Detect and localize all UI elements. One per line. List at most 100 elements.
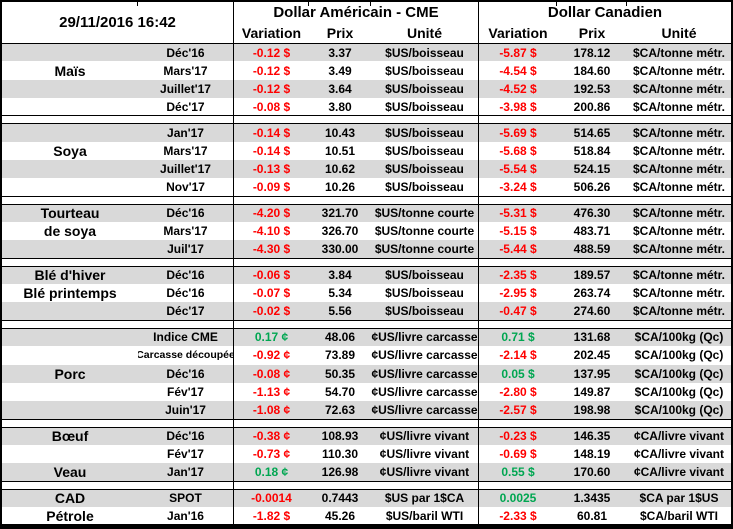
ca-variation: -5.87 $ xyxy=(479,43,557,62)
us-variation: -0.38 ¢ xyxy=(234,426,309,445)
us-price: 5.34 xyxy=(328,286,352,301)
group-separator xyxy=(479,321,731,328)
commodity-label xyxy=(2,240,138,259)
commodity-label: de soya xyxy=(43,223,97,240)
ca-unit: $CA/100kg (Qc) xyxy=(634,385,724,400)
ca-variation: -4.54 $ xyxy=(499,63,537,78)
us-price: 3.84 xyxy=(309,265,371,285)
ca-unite-header: Unité xyxy=(661,25,697,41)
us-variation: 0.17 ¢ xyxy=(234,327,309,347)
us-unit: $US/baril WTI xyxy=(371,506,479,526)
us-unit: $US/boisseau xyxy=(371,160,479,179)
ca-price: 202.45 xyxy=(573,348,611,363)
group-separator xyxy=(234,419,479,427)
ca-variation: -2.33 $ xyxy=(479,507,557,526)
contract-month: Déc'16 xyxy=(138,284,234,303)
contract-month: Jan'17 xyxy=(138,123,234,142)
group-separator xyxy=(479,116,731,123)
ca-unit: ¢CA/livre vivant xyxy=(627,463,731,482)
us-unit: $US/boisseau xyxy=(371,43,479,62)
ca-price: 137.95 xyxy=(557,364,627,383)
group-separator xyxy=(479,259,731,266)
us-variation: -0.12 $ xyxy=(234,79,309,99)
commodity-label: Porc xyxy=(2,364,138,383)
us-unit: $US/boisseau xyxy=(371,123,479,142)
ca-unit: $CA par 1$US xyxy=(627,488,731,507)
us-unite-header: Unité xyxy=(371,23,479,43)
us-price: 126.98 xyxy=(309,463,371,482)
ca-price: 60.81 xyxy=(557,507,627,526)
us-price: 10.62 xyxy=(309,160,371,179)
us-variation: -0.09 $ xyxy=(234,178,309,197)
us-variation: -0.07 $ xyxy=(252,286,291,301)
contract-month: Nov'17 xyxy=(138,178,234,197)
ca-unit: $CA/tonne métr. xyxy=(632,286,725,301)
ca-price: 198.98 xyxy=(557,401,627,420)
ca-variation: -5.15 $ xyxy=(499,224,537,239)
us-unit: ¢US/livre carcasse xyxy=(371,382,479,402)
us-price: 3.64 xyxy=(309,79,371,99)
contract-month: Jan'16 xyxy=(138,506,234,526)
ca-price: 149.87 xyxy=(573,385,611,400)
commodity-label xyxy=(2,79,138,99)
us-variation: -4.20 $ xyxy=(234,203,309,223)
ca-variation: 0.71 $ xyxy=(479,327,557,347)
ca-unit: $CA/100kg (Qc) xyxy=(627,401,731,420)
group-separator xyxy=(2,116,234,124)
group-separator xyxy=(2,196,234,204)
contract-month: Mars'17 xyxy=(138,222,234,241)
us-variation: -1.08 ¢ xyxy=(234,401,309,420)
us-variation: -0.0014 xyxy=(234,488,309,507)
ca-unit: $CA/tonne métr. xyxy=(627,79,731,99)
commodity-label: Blé printemps xyxy=(23,285,117,302)
us-variation: -0.12 $ xyxy=(234,43,309,62)
ca-variation: 0.0025 xyxy=(479,488,557,507)
us-variation: 0.18 ¢ xyxy=(234,463,309,482)
commodity-label: Pétrole xyxy=(2,507,138,526)
contract-month: Déc'17 xyxy=(138,302,234,321)
commodity-label: Veau xyxy=(2,463,138,482)
contract-month: Déc'16 xyxy=(138,426,234,445)
group-separator xyxy=(234,196,479,204)
contract-month: Déc'16 xyxy=(138,265,234,285)
ca-variation: -4.52 $ xyxy=(479,79,557,99)
group-separator xyxy=(234,258,479,266)
commodity-label: CAD xyxy=(2,488,138,507)
us-variation: -4.30 $ xyxy=(234,240,309,259)
ca-section-title: Dollar Canadien xyxy=(547,4,663,21)
ca-unit: $CA/tonne métr. xyxy=(627,240,731,259)
us-price: 3.37 xyxy=(309,43,371,62)
contract-month: Jan'17 xyxy=(138,463,234,482)
us-variation: -0.12 $ xyxy=(252,63,291,78)
ca-prix-header: Prix xyxy=(578,25,606,41)
ca-price: 506.26 xyxy=(557,178,627,197)
group-separator xyxy=(479,197,731,204)
ca-price: 189.57 xyxy=(557,265,627,285)
us-price: 330.00 xyxy=(309,240,371,259)
ca-variation: -5.68 $ xyxy=(499,143,537,158)
timestamp: 29/11/2016 16:42 xyxy=(2,2,234,43)
group-separator xyxy=(2,258,234,266)
ca-unit: $CA/tonne métr. xyxy=(627,98,731,117)
gridline-tick xyxy=(137,2,138,6)
ca-price: 131.68 xyxy=(557,327,627,347)
commodity-label xyxy=(2,160,138,179)
us-variation: -1.82 $ xyxy=(234,507,309,526)
us-price: 48.06 xyxy=(309,327,371,347)
us-unit: $US/boisseau xyxy=(371,141,479,161)
us-unit: ¢US/livre carcasse xyxy=(371,346,479,365)
ca-price: 146.35 xyxy=(557,426,627,445)
commodity-label xyxy=(2,178,138,197)
ca-variation: -2.57 $ xyxy=(479,401,557,420)
contract-month: Déc'16 xyxy=(138,364,234,383)
us-unit: $US/boisseau xyxy=(371,98,479,117)
us-price: 5.56 xyxy=(309,302,371,321)
ca-variation: -5.54 $ xyxy=(479,160,557,179)
us-variation: -0.02 $ xyxy=(234,302,309,321)
ca-variation: -5.44 $ xyxy=(479,240,557,259)
gridline-tick xyxy=(626,2,627,6)
us-variation: -0.13 $ xyxy=(234,160,309,179)
group-separator xyxy=(479,482,731,489)
contract-month: Déc'16 xyxy=(138,203,234,223)
